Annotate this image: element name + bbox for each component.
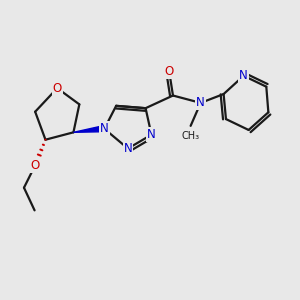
Text: O: O (52, 82, 62, 95)
Text: O: O (31, 159, 40, 172)
Text: CH₃: CH₃ (182, 131, 200, 141)
Text: N: N (147, 128, 156, 141)
Text: N: N (239, 69, 248, 82)
Text: N: N (100, 122, 109, 135)
Text: N: N (124, 142, 132, 155)
Text: N: N (196, 96, 205, 110)
Text: O: O (164, 64, 174, 78)
Polygon shape (74, 126, 103, 132)
